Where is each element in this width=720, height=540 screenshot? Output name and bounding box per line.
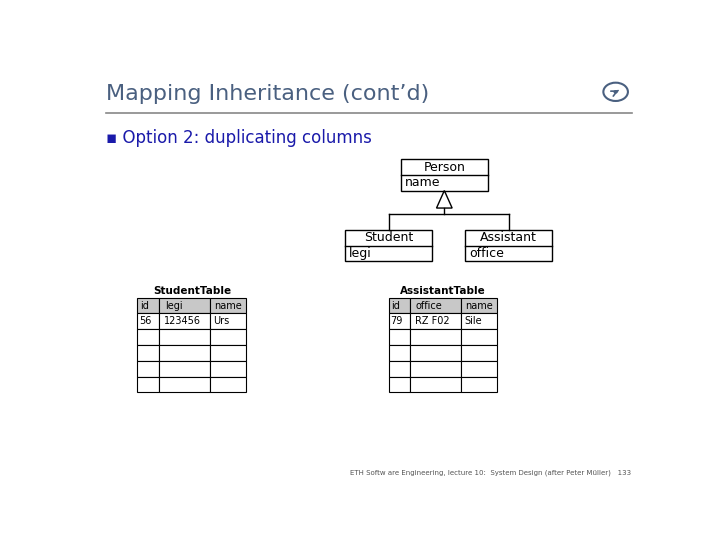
Circle shape [614,91,617,93]
Bar [389,361,410,377]
Bar [158,361,210,377]
Text: office: office [469,247,504,260]
Bar [410,329,461,345]
Bar [138,377,158,393]
Text: Mapping Inheritance (cont’d): Mapping Inheritance (cont’d) [106,84,429,104]
Text: Urs: Urs [214,316,230,326]
Bar [158,329,210,345]
Bar [210,377,246,393]
Text: name: name [215,301,242,310]
Text: 123456: 123456 [163,316,201,326]
Text: legi: legi [349,247,372,260]
Bar [389,298,410,313]
Text: AssistantTable: AssistantTable [400,286,486,295]
Bar [410,298,461,313]
Bar [461,377,498,393]
Bar [158,345,210,361]
Bar [410,345,461,361]
Bar [389,345,410,361]
Bar [210,298,246,313]
Bar [461,313,498,329]
Bar [158,313,210,329]
Text: Assistant: Assistant [480,231,537,245]
Bar [210,361,246,377]
Bar [410,313,461,329]
Bar [346,230,432,261]
Text: legi: legi [165,301,182,310]
Bar [138,313,158,329]
Bar [461,298,498,313]
Bar [210,313,246,329]
Text: office: office [416,301,443,310]
Bar [461,329,498,345]
Bar [158,377,210,393]
Bar [138,361,158,377]
Bar [389,313,410,329]
Text: ▪ Option 2: duplicating columns: ▪ Option 2: duplicating columns [106,129,372,147]
Text: ETH Softw are Engineering, lecture 10:  System Design (after Peter Müller)   133: ETH Softw are Engineering, lecture 10: S… [350,469,631,476]
Text: Person: Person [423,161,465,174]
Bar [210,329,246,345]
Bar [138,298,158,313]
Bar [389,377,410,393]
Text: Sile: Sile [464,316,482,326]
Bar [138,345,158,361]
Text: RZ F02: RZ F02 [415,316,449,326]
Bar [389,329,410,345]
Text: Student: Student [364,231,413,245]
Bar [158,298,210,313]
Bar [410,377,461,393]
Bar [138,329,158,345]
Text: 56: 56 [140,316,152,326]
Bar [461,361,498,377]
Bar [461,345,498,361]
Text: name: name [465,301,493,310]
Text: id: id [391,301,400,310]
Text: name: name [405,176,441,190]
Text: id: id [140,301,149,310]
Text: StudentTable: StudentTable [153,286,231,295]
Bar [465,230,552,261]
Bar [401,159,487,191]
Bar [210,345,246,361]
Text: 79: 79 [391,316,403,326]
Bar [410,361,461,377]
